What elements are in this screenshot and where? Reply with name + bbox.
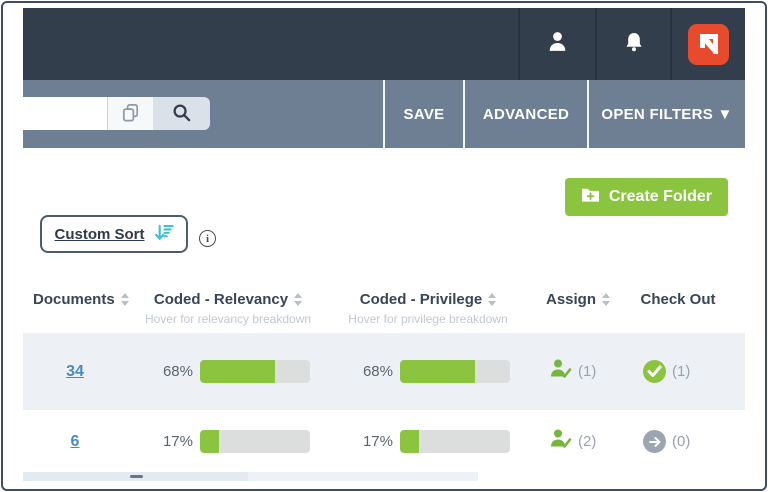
nextpoint-logo-icon: [688, 23, 729, 65]
checkout-header-label: Check Out: [640, 291, 716, 308]
sort-descending-icon: [153, 223, 174, 245]
user-icon: [545, 29, 570, 59]
assign-user-icon[interactable]: [548, 358, 572, 385]
documents-header-label: Documents: [33, 291, 115, 308]
assign-header-label: Assign: [545, 291, 596, 308]
sort-arrows-icon[interactable]: [602, 293, 610, 306]
copy-icon: [120, 102, 141, 126]
relevancy-header-hint: Hover for relevancy breakdown: [144, 312, 312, 326]
create-folder-label: Create Folder: [608, 188, 712, 205]
folder-plus-icon: [581, 186, 600, 208]
top-navigation-bar: [23, 8, 745, 80]
search-submit-button[interactable]: [153, 97, 210, 130]
bell-icon: [622, 30, 646, 59]
advanced-search-button[interactable]: ADVANCED: [463, 80, 587, 148]
open-filters-dropdown[interactable]: OPEN FILTERS ▼: [587, 80, 745, 148]
table-header: Documents Coded - Relevancy Hover for re…: [23, 285, 745, 329]
search-group: [23, 97, 210, 130]
partial-next-row: [23, 472, 248, 481]
filter-nav: SAVE ADVANCED OPEN FILTERS ▼: [383, 80, 745, 148]
privilege-header-label: Coded - Privilege: [359, 291, 483, 308]
create-folder-button[interactable]: Create Folder: [564, 178, 728, 216]
custom-sort-label: Custom Sort: [54, 225, 145, 243]
privilege-progress-fill: [400, 430, 419, 453]
relevancy-percent-label: 17%: [162, 433, 193, 450]
privilege-progress-bar: [400, 360, 510, 383]
app-window: SAVE ADVANCED OPEN FILTERS ▼ Create Fold…: [23, 8, 745, 484]
relevancy-progress-fill: [200, 430, 219, 453]
documents-count-link[interactable]: 34: [66, 362, 84, 380]
notifications-button[interactable]: [595, 8, 670, 80]
privilege-progress-bar: [400, 430, 510, 453]
column-header-relevancy: Coded - Relevancy Hover for relevancy br…: [128, 291, 328, 326]
checkout-arrow-icon[interactable]: [643, 430, 666, 453]
partial-next-row: [248, 472, 478, 481]
relevancy-progress-bar: [200, 430, 310, 453]
checkout-count-label: (0): [672, 433, 691, 450]
privilege-percent-label: 17%: [362, 433, 393, 450]
privilege-header-hint: Hover for privilege breakdown: [348, 312, 508, 326]
checkout-count-label: (1): [672, 363, 691, 380]
assign-count-label: (2): [578, 433, 597, 450]
copy-search-button[interactable]: [107, 97, 153, 130]
relevancy-progress-bar: [200, 360, 310, 383]
brand-logo-button[interactable]: [670, 8, 745, 80]
sort-arrows-icon[interactable]: [120, 293, 129, 306]
info-icon[interactable]: i: [199, 230, 216, 247]
assign-count-label: (1): [578, 363, 597, 380]
partial-row-dash: [130, 475, 143, 478]
relevancy-percent-label: 68%: [162, 363, 193, 380]
user-menu-button[interactable]: [518, 8, 595, 80]
table-row: 6 17% 17%: [23, 413, 745, 470]
documents-count-link[interactable]: 6: [70, 432, 80, 450]
column-header-documents: Documents: [33, 291, 129, 309]
filter-bar: SAVE ADVANCED OPEN FILTERS ▼: [23, 80, 745, 148]
privilege-progress-fill: [400, 360, 475, 383]
column-header-privilege: Coded - Privilege Hover for privilege br…: [328, 291, 528, 326]
sort-arrows-icon[interactable]: [294, 293, 303, 306]
sort-arrows-icon[interactable]: [488, 293, 497, 306]
search-icon: [171, 102, 192, 126]
save-search-button[interactable]: SAVE: [383, 80, 463, 148]
assign-user-icon[interactable]: [548, 428, 572, 455]
relevancy-header-label: Coded - Relevancy: [153, 291, 289, 308]
relevancy-progress-fill: [200, 360, 275, 383]
column-header-checkout: Check Out: [633, 291, 723, 309]
column-header-assign: Assign: [523, 291, 633, 309]
table-row: 34 68% 68%: [23, 333, 745, 410]
main-content: Create Folder Custom Sort i Documents: [23, 148, 745, 484]
search-input[interactable]: [23, 97, 107, 130]
checkout-done-icon[interactable]: [643, 360, 666, 383]
privilege-percent-label: 68%: [362, 363, 393, 380]
custom-sort-button[interactable]: Custom Sort: [40, 215, 188, 253]
